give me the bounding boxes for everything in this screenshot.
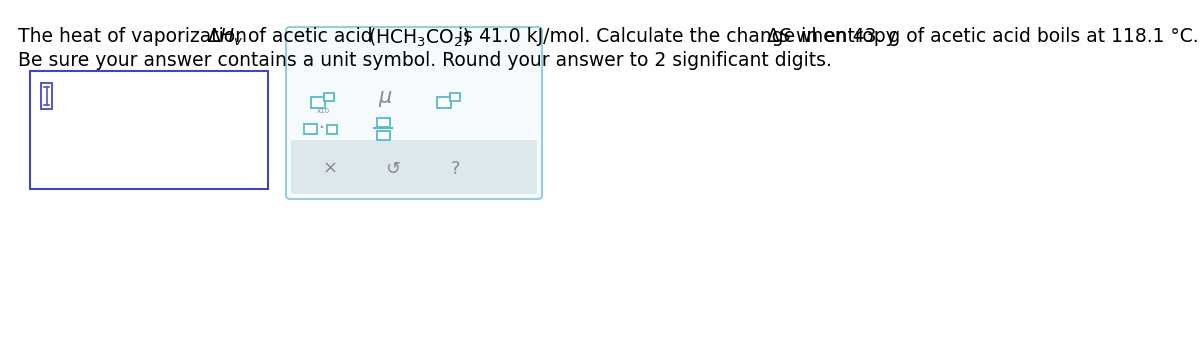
Text: is 41.0 kJ/mol. Calculate the change in entropy: is 41.0 kJ/mol. Calculate the change in … [452,27,902,46]
Bar [377,118,390,126]
Bar [311,96,325,108]
Bar [30,71,268,189]
Bar [326,124,337,133]
Bar [41,83,52,109]
Text: ×: × [323,160,337,178]
Text: The heat of vaporization: The heat of vaporization [18,27,253,46]
Text: x10: x10 [317,108,330,114]
Bar [450,93,460,101]
Bar [304,124,317,134]
Text: of acetic acid: of acetic acid [242,27,379,46]
Text: Be sure your answer contains a unit symbol. Round your answer to 2 significant d: Be sure your answer contains a unit symb… [18,51,832,70]
Text: $\Delta S$: $\Delta S$ [766,27,792,46]
FancyBboxPatch shape [286,27,542,199]
Text: $\mu$: $\mu$ [378,89,392,109]
Text: when 43. g of acetic acid boils at 118.1 °C.: when 43. g of acetic acid boils at 118.1… [790,27,1199,46]
Text: ?: ? [450,160,460,178]
Bar [437,96,451,108]
Text: $\Delta H_v$: $\Delta H_v$ [208,27,244,48]
Text: ·: · [318,120,324,137]
FancyBboxPatch shape [292,140,538,194]
Text: $\left(\mathrm{HCH_3CO_2}\right)$: $\left(\mathrm{HCH_3CO_2}\right)$ [368,27,470,49]
Bar [377,130,390,140]
Bar [324,93,334,101]
Text: ↺: ↺ [385,160,401,178]
